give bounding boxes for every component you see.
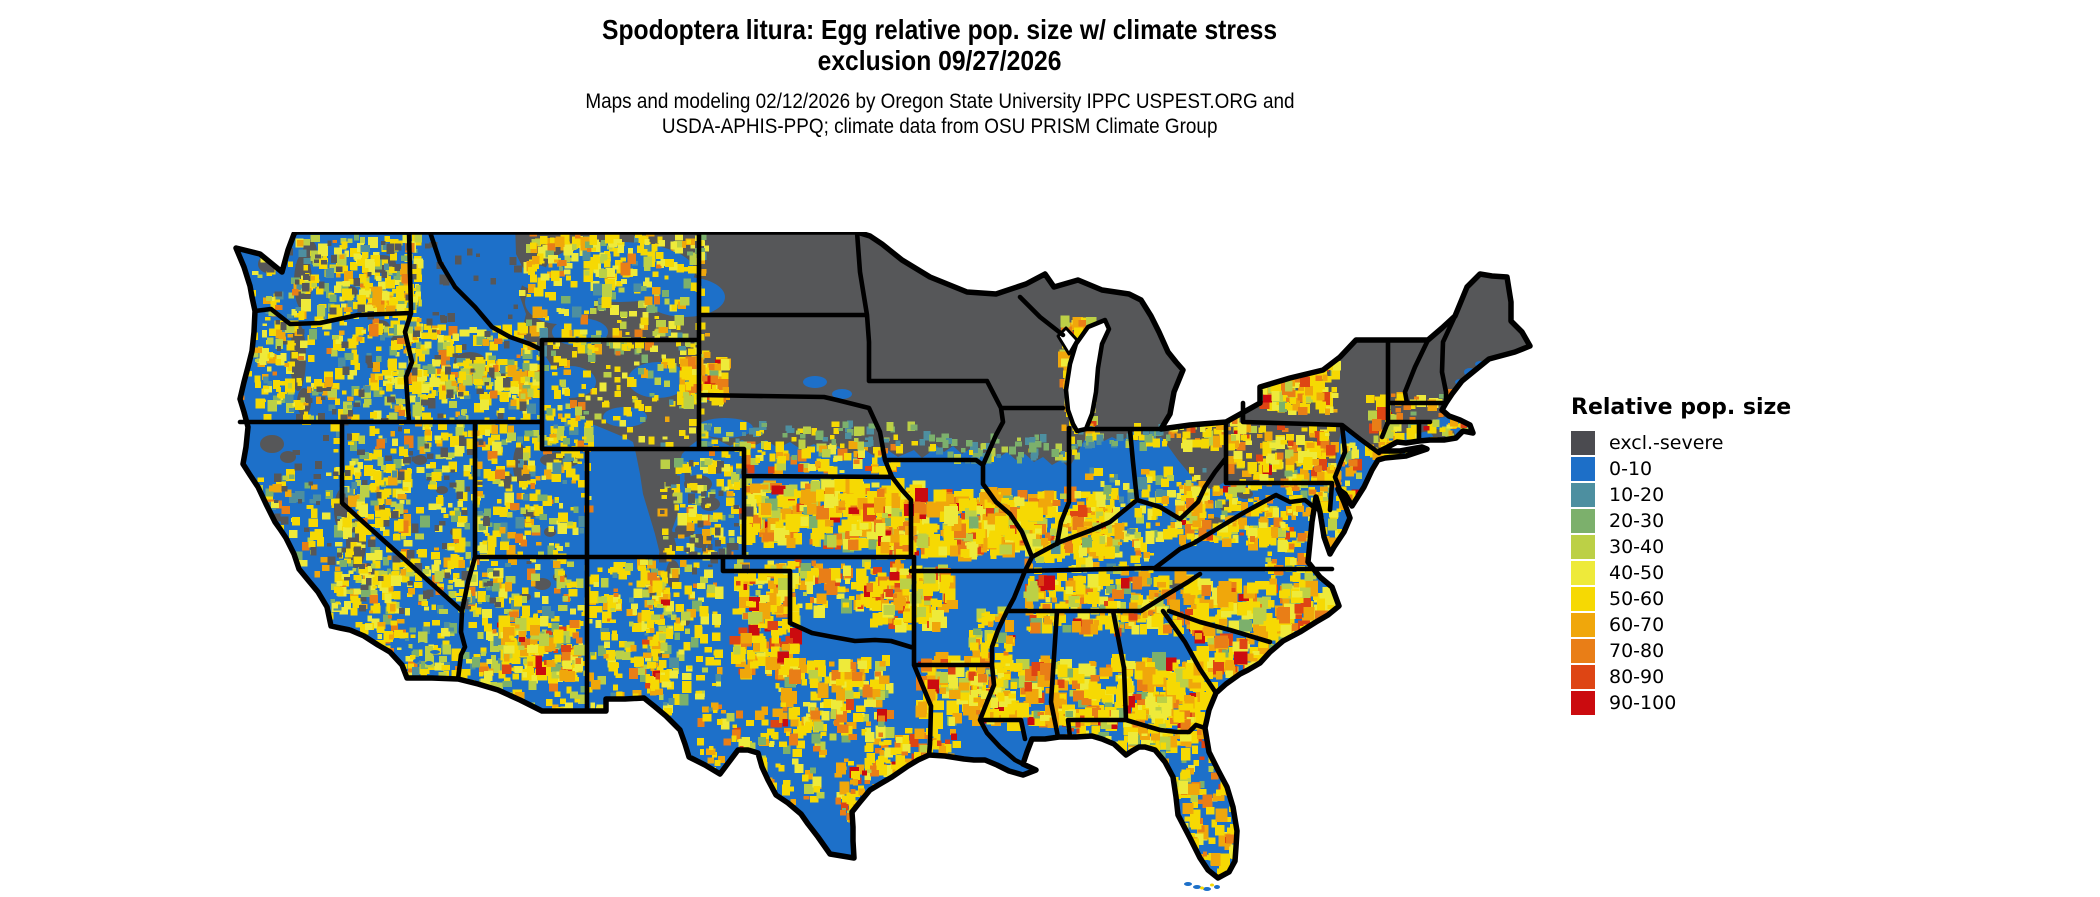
legend: Relative pop. size excl.-severe 0-10 10-20… [1571,395,1791,717]
legend-item-label: 70-80 [1609,640,1665,662]
legend-item-label: 10-20 [1609,484,1665,506]
legend-item-label: 60-70 [1609,614,1665,636]
legend-swatch [1571,535,1595,559]
legend-item: excl.-severe [1571,431,1791,455]
legend-swatch [1571,431,1595,455]
legend-item-label: excl.-severe [1609,432,1724,454]
legend-swatch [1571,691,1595,715]
legend-item-label: 30-40 [1609,536,1665,558]
legend-swatch [1571,457,1595,481]
legend-item-label: 20-30 [1609,510,1665,532]
legend-swatch [1571,639,1595,663]
legend-swatch [1571,561,1595,585]
legend-swatch [1571,587,1595,611]
legend-item: 90-100 [1571,691,1791,715]
legend-swatch [1571,483,1595,507]
legend-rows: excl.-severe 0-10 10-20 20-30 30-40 40-50 50-6… [1571,431,1791,715]
header: Spodoptera litura: Egg relative pop. siz… [0,14,1880,139]
legend-item: 50-60 [1571,587,1791,611]
legend-item-label: 40-50 [1609,562,1665,584]
map-islands [403,642,1220,891]
legend-item-label: 50-60 [1609,588,1665,610]
map-title-line1: Spodoptera litura: Egg relative pop. siz… [602,14,1278,45]
legend-item: 20-30 [1571,509,1791,533]
legend-item: 30-40 [1571,535,1791,559]
legend-item-label: 80-90 [1609,666,1665,688]
map-subtitle-line1: Maps and modeling 02/12/2026 by Oregon S… [585,90,1295,113]
us-outline [233,229,1533,881]
us-map-svg [233,229,1533,891]
map-subtitle: Maps and modeling 02/12/2026 by Oregon S… [546,89,1334,139]
legend-swatch [1571,509,1595,533]
lake-michigan [1063,317,1112,434]
map-title-line2: exclusion 09/27/2026 [818,45,1062,76]
legend-swatch [1571,665,1595,689]
map-subtitle-line2: USDA-APHIS-PPQ; climate data from OSU PR… [662,115,1218,138]
legend-item: 10-20 [1571,483,1791,507]
legend-item: 70-80 [1571,639,1791,663]
legend-item-label: 90-100 [1609,692,1677,714]
state-borders [237,229,1458,769]
us-risk-map [230,229,1540,892]
legend-title: Relative pop. size [1571,395,1792,420]
legend-item: 0-10 [1571,457,1791,481]
legend-item: 40-50 [1571,561,1791,585]
legend-swatch [1571,613,1595,637]
legend-item: 80-90 [1571,665,1791,689]
legend-item-label: 0-10 [1609,458,1653,480]
legend-item: 60-70 [1571,613,1791,637]
